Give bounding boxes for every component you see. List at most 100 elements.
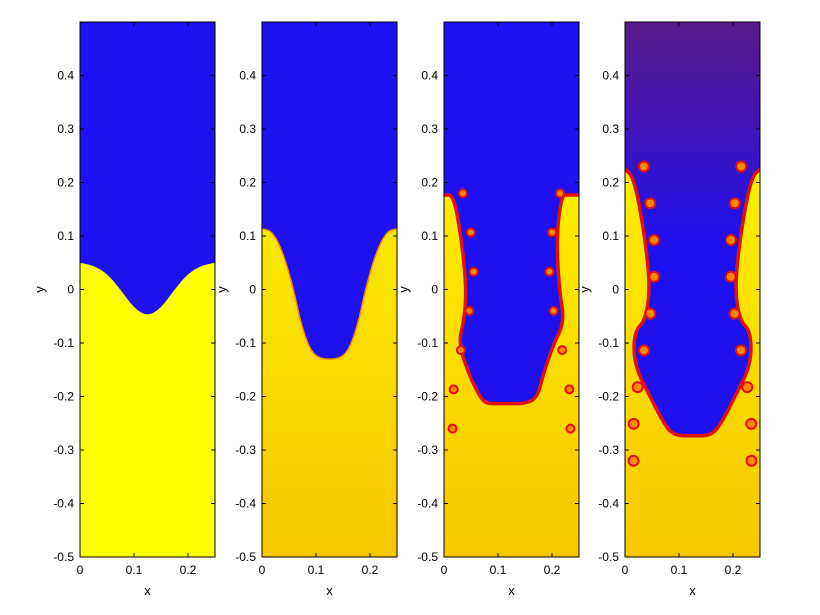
y-axis-label: y [214, 286, 229, 293]
vortex-rollup [724, 270, 737, 283]
y-tick-label: 0.3 [421, 122, 438, 136]
vortex-rollup [724, 234, 737, 247]
y-tick-label: -0.3 [235, 443, 256, 457]
y-axis-label: y [396, 286, 411, 293]
vortex-rollup [455, 345, 466, 356]
vortex-rollup [447, 423, 458, 434]
vortex-rollup [555, 188, 566, 199]
x-tick-label: 0.1 [308, 563, 325, 577]
vortex-rollup [448, 384, 459, 395]
vortex-rollup [728, 197, 741, 210]
y-tick-label: -0.2 [598, 390, 619, 404]
y-tick-label: -0.3 [417, 443, 438, 457]
y-tick-label: 0.2 [421, 176, 438, 190]
y-tick-label: -0.3 [53, 443, 74, 457]
plot-area-1 [80, 22, 215, 557]
y-tick-label: 0.4 [602, 69, 619, 83]
y-tick-label: 0.1 [421, 229, 438, 243]
x-tick-label: 0.1 [126, 563, 143, 577]
y-tick-label: 0 [67, 283, 74, 297]
x-axis-label: x [689, 583, 696, 598]
vortex-rollup [631, 381, 644, 394]
x-tick-label: 0 [441, 563, 448, 577]
y-tick-label: -0.5 [235, 550, 256, 564]
y-tick-label: -0.1 [598, 336, 619, 350]
y-tick-label: 0.3 [239, 122, 256, 136]
light-fluid-region [444, 22, 579, 402]
vortex-rollup [648, 270, 661, 283]
panel-1: -0.5 -0.4 -0.3 -0.2 -0.1 0 0.1 0.2 0.3 0.4 0 0.1 0.2… [32, 21, 216, 598]
y-tick-label: -0.2 [53, 390, 74, 404]
y-tick-label: 0.4 [421, 69, 438, 83]
y-tick-label: -0.4 [598, 497, 619, 511]
vortex-rollup [745, 417, 758, 430]
x-axis-label: x [326, 583, 333, 598]
light-fluid-region [80, 22, 215, 315]
x-axis-label: x [144, 583, 151, 598]
y-tick-label: 0.4 [57, 69, 74, 83]
y-tick-label: -0.1 [53, 336, 74, 350]
vortex-rollup [457, 188, 468, 199]
y-axis-label: y [32, 286, 47, 293]
x-tick-label: 0 [77, 563, 84, 577]
y-tick-label: -0.2 [235, 390, 256, 404]
y-tick-label: -0.4 [53, 497, 74, 511]
vortex-rollup [741, 381, 754, 394]
vortex-rollup [627, 454, 640, 467]
y-tick-label: 0.1 [57, 229, 74, 243]
y-tick-label: 0.2 [57, 176, 74, 190]
x-tick-label: 0.2 [725, 563, 742, 577]
y-tick-label: 0.3 [602, 122, 619, 136]
y-tick-label: 0.1 [239, 229, 256, 243]
vortex-rollup [745, 454, 758, 467]
vortex-rollup [728, 307, 741, 320]
y-tick-label: -0.4 [417, 497, 438, 511]
plot-area-3 [444, 22, 579, 557]
y-tick-label: 0.1 [602, 229, 619, 243]
y-tick-label: -0.3 [598, 443, 619, 457]
vortex-rollup [557, 345, 568, 356]
x-tick-label: 0 [622, 563, 629, 577]
vortex-rollup [565, 423, 576, 434]
vortex-rollup [644, 307, 657, 320]
y-tick-label: 0.3 [57, 122, 74, 136]
x-tick-label: 0.2 [362, 563, 379, 577]
y-tick-label: -0.5 [598, 550, 619, 564]
vortex-rollup [468, 266, 479, 277]
x-tick-label: 0.1 [490, 563, 507, 577]
x-tick-label: 0.2 [180, 563, 197, 577]
plot-area-4 [625, 22, 760, 557]
y-tick-label: -0.2 [417, 390, 438, 404]
y-tick-label: 0 [249, 283, 256, 297]
vortex-rollup [637, 160, 650, 173]
y-tick-label: -0.1 [235, 336, 256, 350]
x-tick-label: 0 [259, 563, 266, 577]
y-tick-label: -0.4 [235, 497, 256, 511]
vortex-rollup [734, 344, 747, 357]
vortex-rollup [465, 227, 476, 238]
panel-3: -0.5 -0.4 -0.3 -0.2 -0.1 0 0.1 0.2 0.3 0.4 0 0.1 0.2… [396, 21, 580, 598]
vortex-rollup [544, 266, 555, 277]
panel-4: -0.5 -0.4 -0.3 -0.2 -0.1 0 0.1 0.2 0.3 0.4 0 0.1 0.2… [577, 21, 761, 598]
vortex-rollup [627, 417, 640, 430]
light-fluid-region [625, 22, 760, 434]
y-tick-label: 0.2 [239, 176, 256, 190]
vortex-rollup [564, 384, 575, 395]
y-tick-label: -0.5 [53, 550, 74, 564]
vortex-rollup [648, 234, 661, 247]
y-tick-label: -0.1 [417, 336, 438, 350]
y-tick-label: -0.5 [417, 550, 438, 564]
vortex-rollup [548, 305, 559, 316]
vortex-rollup [735, 160, 748, 173]
y-tick-label: 0 [431, 283, 438, 297]
vortex-rollup [464, 305, 475, 316]
plot-area-2 [262, 22, 397, 557]
vortex-rollup [547, 227, 558, 238]
y-axis-label: y [577, 286, 592, 293]
x-axis-label: x [508, 583, 515, 598]
x-tick-label: 0.1 [671, 563, 688, 577]
y-tick-label: 0 [612, 283, 619, 297]
x-tick-label: 0.2 [544, 563, 561, 577]
vortex-rollup [644, 197, 657, 210]
